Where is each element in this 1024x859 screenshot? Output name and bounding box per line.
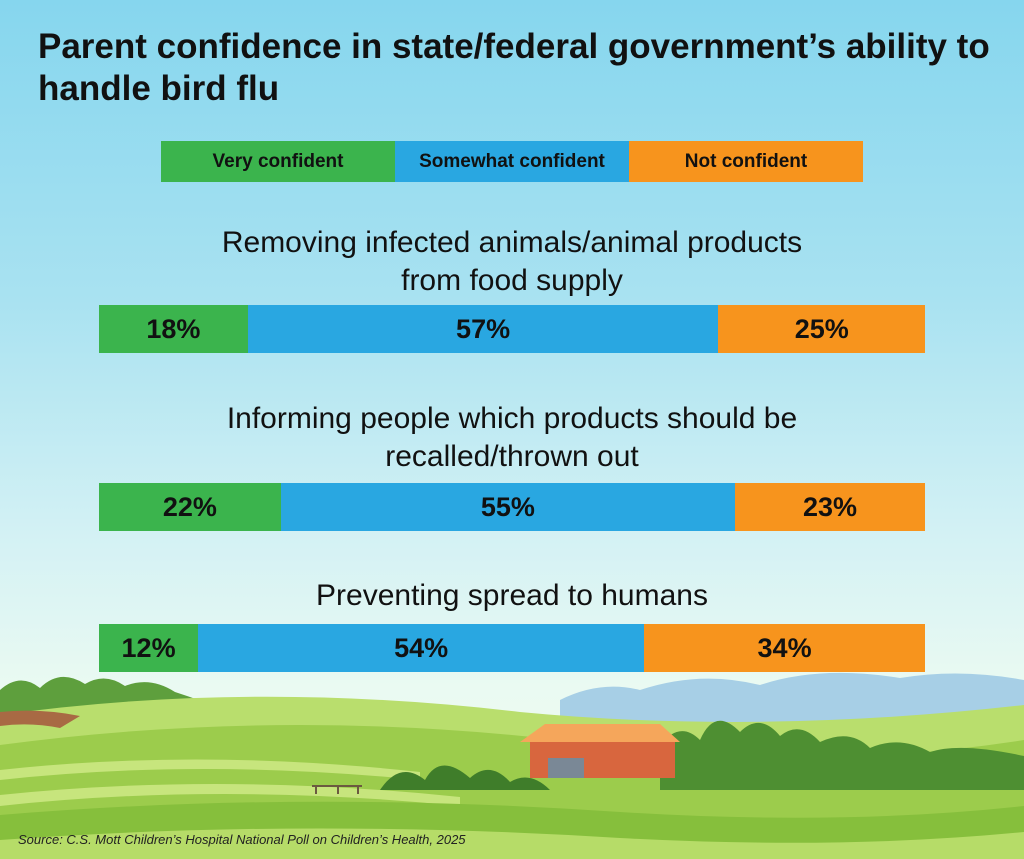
chart-title: Parent confidence in state/federal gover… [38, 27, 990, 108]
barn-roof [520, 724, 680, 742]
stacked-bar: 18% 57% 25% [99, 305, 925, 353]
barn-door [548, 758, 584, 778]
bar-segment-not-confident: 34% [644, 624, 925, 672]
field-stripe [0, 783, 460, 806]
bar-segment-very-confident: 18% [99, 305, 248, 353]
legend-item-somewhat-confident: Somewhat confident [395, 141, 629, 182]
plowed-field [0, 710, 80, 728]
source-note: Source: C.S. Mott Children’s Hospital Na… [18, 832, 466, 847]
tree-line-right [660, 720, 1024, 790]
legend: Very confident Somewhat confident Not co… [161, 141, 863, 182]
category-label: Removing infected animals/animal product… [221, 226, 803, 297]
bar-segment-not-confident: 23% [735, 483, 925, 531]
foreground-stripe [0, 828, 1024, 859]
bar-segment-very-confident: 12% [99, 624, 199, 672]
field-stripe [0, 759, 420, 780]
tree-cluster [380, 765, 550, 790]
bar-segment-very-confident: 22% [99, 483, 281, 531]
category-label: Informing people which products should b… [226, 402, 798, 473]
legend-item-very-confident: Very confident [161, 141, 395, 182]
stacked-bar: 22% 55% 23% [99, 483, 925, 531]
legend-item-not-confident: Not confident [629, 141, 863, 182]
bar-segment-somewhat-confident: 55% [280, 483, 736, 531]
bar-segment-not-confident: 25% [718, 305, 925, 353]
stacked-bar: 12% 54% 34% [99, 624, 925, 672]
bar-segment-somewhat-confident: 57% [247, 305, 719, 353]
fence-icon [312, 785, 362, 794]
bar-segment-somewhat-confident: 54% [198, 624, 645, 672]
category-label: Preventing spread to humans [316, 579, 708, 612]
